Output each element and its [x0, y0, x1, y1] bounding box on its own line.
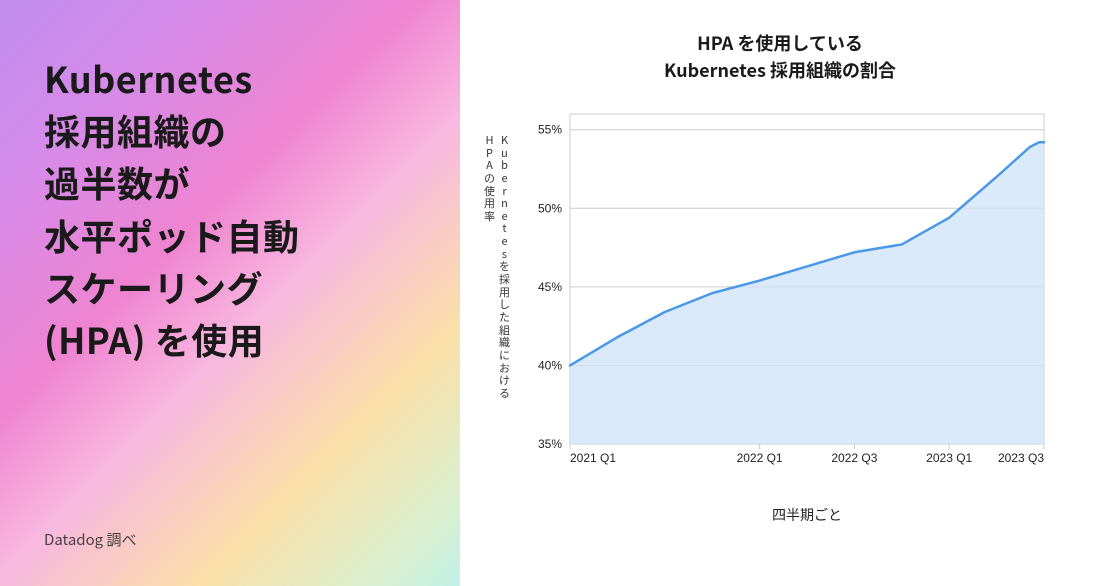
y-axis-label: HPAの使用率Kubernetesを採用した組織における: [470, 104, 524, 399]
attribution-text: Datadog 調べ: [44, 529, 420, 550]
svg-text:2021 Q1: 2021 Q1: [570, 451, 616, 465]
svg-text:55%: 55%: [538, 123, 562, 137]
svg-text:2023 Q3: 2023 Q3: [998, 451, 1044, 465]
headline-panel: Kubernetes 採用組織の 過半数が 水平ポッド自動 スケーリング (HP…: [0, 0, 460, 586]
x-axis-label: 四半期ごと: [470, 505, 1090, 525]
svg-text:2023 Q1: 2023 Q1: [926, 451, 972, 465]
svg-text:2022 Q3: 2022 Q3: [831, 451, 877, 465]
headline-text: Kubernetes 採用組織の 過半数が 水平ポッド自動 スケーリング (HP…: [44, 52, 420, 365]
chart-title: HPA を使用している Kubernetes 採用組織の割合: [664, 30, 896, 84]
svg-text:40%: 40%: [538, 358, 562, 372]
svg-text:50%: 50%: [538, 201, 562, 215]
chart-panel: HPA を使用している Kubernetes 採用組織の割合 HPAの使用率Ku…: [460, 0, 1120, 586]
svg-text:35%: 35%: [538, 437, 562, 451]
svg-text:45%: 45%: [538, 280, 562, 294]
svg-text:2022 Q1: 2022 Q1: [737, 451, 783, 465]
chart-plot: 35% 40% 45% 50% 55% 2021 Q1 2022 Q1 2022 Q3 2023…: [524, 104, 1090, 479]
